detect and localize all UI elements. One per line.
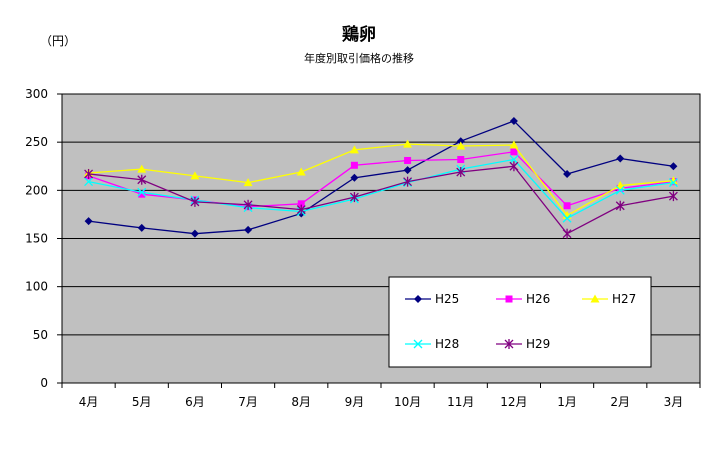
y-tick-label: 0 xyxy=(40,376,48,390)
legend-label: H26 xyxy=(526,292,550,306)
data-point-marker xyxy=(190,196,200,207)
x-tick-label: 1月 xyxy=(557,395,577,409)
data-point-marker xyxy=(615,185,625,195)
data-point-marker xyxy=(456,167,466,178)
data-point-marker xyxy=(563,169,572,178)
x-tick-label: 6月 xyxy=(185,395,205,409)
x-tick-label: 9月 xyxy=(345,395,365,409)
series-line xyxy=(88,143,674,217)
series-h27 xyxy=(84,139,678,219)
legend-box xyxy=(388,276,652,368)
data-point-marker xyxy=(669,162,678,171)
data-point-marker xyxy=(510,148,518,156)
data-point-marker xyxy=(403,166,412,175)
data-point-marker xyxy=(404,156,412,164)
y-tick-label: 250 xyxy=(25,135,48,149)
chart-title: 鶏卵 xyxy=(342,24,376,45)
data-point-marker xyxy=(296,204,306,215)
y-tick-label: 200 xyxy=(25,183,48,197)
data-point-marker xyxy=(84,217,93,226)
legend-label: H25 xyxy=(435,292,459,306)
data-point-marker xyxy=(243,178,253,187)
series-h29 xyxy=(84,161,678,239)
data-point-marker xyxy=(137,187,147,197)
y-tick-label: 100 xyxy=(25,280,48,294)
data-point-marker xyxy=(509,155,519,164)
data-point-marker xyxy=(138,190,146,198)
x-tick-label: 2月 xyxy=(610,395,630,409)
data-point-marker xyxy=(413,339,423,349)
x-axis-ticks: 4月 5月 6月 7月 8月 9月 10月 11月 12月 1月 2月 3月 xyxy=(61,383,701,409)
legend-label: H27 xyxy=(612,292,636,306)
data-point-marker xyxy=(668,176,678,185)
data-point-marker xyxy=(349,145,359,154)
legend-item: H27 xyxy=(582,292,636,306)
data-point-marker xyxy=(562,228,572,239)
data-point-marker xyxy=(296,167,306,176)
data-point-marker xyxy=(84,168,94,179)
data-point-marker xyxy=(84,177,94,187)
legend: H25 H26 H27 H28 H29 xyxy=(388,276,652,368)
data-point-marker xyxy=(668,191,678,202)
data-point-marker xyxy=(403,139,413,148)
data-point-marker xyxy=(457,156,465,164)
series-line xyxy=(88,165,674,235)
data-point-marker xyxy=(509,116,518,125)
data-point-marker xyxy=(456,141,466,150)
y-axis-label: （円） xyxy=(40,34,76,48)
series-line xyxy=(88,120,674,235)
data-point-marker xyxy=(504,339,514,349)
y-tick-label: 300 xyxy=(25,87,48,101)
data-point-marker xyxy=(350,161,358,169)
legend-label: H28 xyxy=(435,337,459,351)
x-tick-label: 7月 xyxy=(238,395,258,409)
data-point-marker xyxy=(456,137,465,146)
x-tick-label: 11月 xyxy=(447,395,474,409)
legend-item: H25 xyxy=(405,292,459,306)
legend-item: H29 xyxy=(496,337,550,351)
x-tick-label: 3月 xyxy=(664,395,684,409)
data-point-marker xyxy=(616,154,625,163)
data-point-marker xyxy=(297,200,305,208)
data-point-marker xyxy=(563,202,571,210)
data-point-marker xyxy=(137,174,147,185)
data-point-marker xyxy=(190,229,199,238)
data-point-marker xyxy=(509,140,519,149)
legend-item: H26 xyxy=(496,292,550,306)
data-point-marker xyxy=(190,171,200,180)
data-point-marker xyxy=(505,295,513,303)
chart-subtitle: 年度別取引価格の推移 xyxy=(304,51,414,65)
data-point-marker xyxy=(137,164,147,173)
data-point-marker xyxy=(243,199,253,210)
legend-item: H28 xyxy=(405,337,459,351)
data-point-marker xyxy=(590,294,600,303)
x-tick-label: 5月 xyxy=(132,395,152,409)
data-point-marker xyxy=(414,295,422,303)
data-point-marker xyxy=(350,173,359,182)
data-point-marker xyxy=(349,192,359,203)
x-tick-label: 4月 xyxy=(79,395,99,409)
data-point-marker xyxy=(562,213,572,223)
x-tick-label: 10月 xyxy=(394,395,421,409)
data-point-marker xyxy=(509,161,519,172)
x-tick-label: 8月 xyxy=(291,395,311,409)
series-group xyxy=(84,116,678,239)
y-tick-label: 150 xyxy=(25,232,48,246)
x-tick-label: 12月 xyxy=(500,395,527,409)
data-point-marker xyxy=(615,181,625,190)
data-point-marker xyxy=(403,176,413,187)
data-point-marker xyxy=(244,225,253,234)
legend-label: H29 xyxy=(526,337,550,351)
y-axis-ticks: 0 50 100 150 200 250 300 xyxy=(25,87,62,390)
y-tick-label: 50 xyxy=(33,328,48,342)
data-point-marker xyxy=(615,200,625,211)
data-point-marker xyxy=(668,178,678,188)
data-point-marker xyxy=(137,223,146,232)
